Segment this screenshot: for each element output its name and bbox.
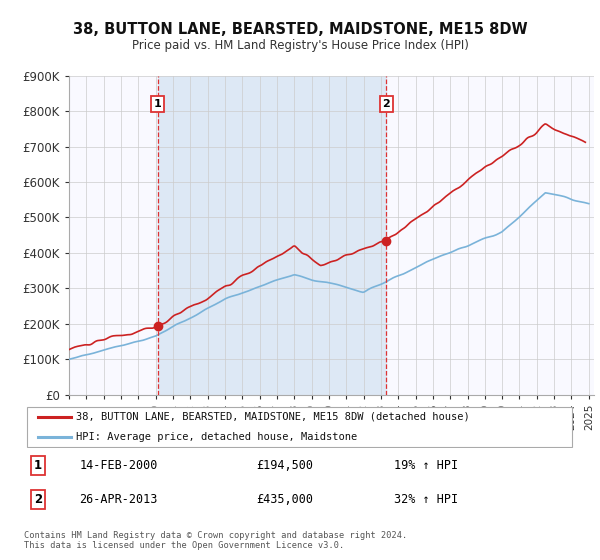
Text: 2: 2 <box>34 493 42 506</box>
Text: 1: 1 <box>34 459 42 473</box>
Text: 14-FEB-2000: 14-FEB-2000 <box>79 459 158 473</box>
Text: 1: 1 <box>154 99 161 109</box>
Text: £194,500: £194,500 <box>256 459 313 473</box>
Text: 32% ↑ HPI: 32% ↑ HPI <box>394 493 458 506</box>
Text: 38, BUTTON LANE, BEARSTED, MAIDSTONE, ME15 8DW: 38, BUTTON LANE, BEARSTED, MAIDSTONE, ME… <box>73 22 527 38</box>
Text: 26-APR-2013: 26-APR-2013 <box>79 493 158 506</box>
Text: £435,000: £435,000 <box>256 493 313 506</box>
Bar <box>158 76 386 395</box>
Text: Contains HM Land Registry data © Crown copyright and database right 2024.
This d: Contains HM Land Registry data © Crown c… <box>24 531 407 550</box>
Text: Price paid vs. HM Land Registry's House Price Index (HPI): Price paid vs. HM Land Registry's House … <box>131 39 469 52</box>
Text: 2: 2 <box>383 99 391 109</box>
Text: HPI: Average price, detached house, Maidstone: HPI: Average price, detached house, Maid… <box>76 432 358 442</box>
Text: 19% ↑ HPI: 19% ↑ HPI <box>394 459 458 473</box>
Text: 38, BUTTON LANE, BEARSTED, MAIDSTONE, ME15 8DW (detached house): 38, BUTTON LANE, BEARSTED, MAIDSTONE, ME… <box>76 412 470 422</box>
FancyBboxPatch shape <box>27 407 572 447</box>
